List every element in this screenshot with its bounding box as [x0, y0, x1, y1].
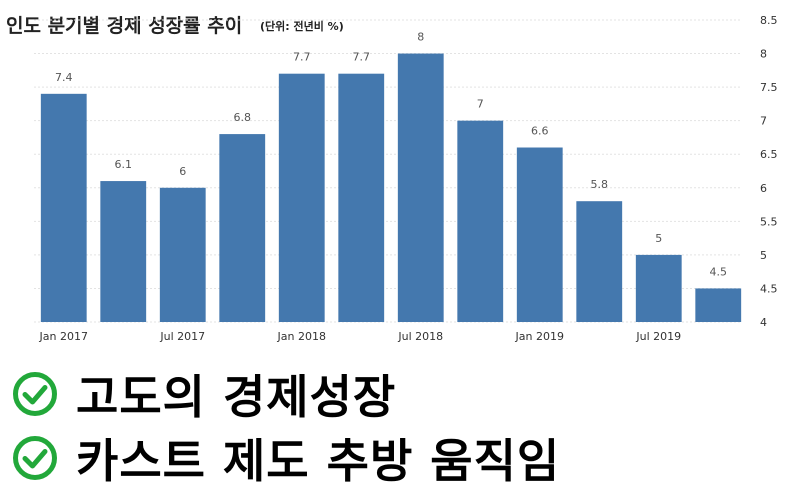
bar: [100, 181, 147, 322]
y-tick-label: 4: [760, 316, 767, 329]
bar: [219, 134, 266, 322]
y-tick-label: 5.5: [760, 215, 778, 228]
bullet-text: 카스트 제도 추방 움직임: [76, 434, 561, 488]
data-label: 7.7: [293, 51, 311, 64]
x-tick-label: Jan 2017: [39, 330, 88, 343]
data-label: 6: [179, 165, 186, 178]
bullet-item-caste: 카스트 제도 추방 움직임: [12, 426, 792, 490]
data-label: 5: [655, 232, 662, 245]
chart-subtitle: (단위: 전년비 %): [260, 19, 344, 33]
data-label: 7.7: [353, 51, 371, 64]
bar: [576, 201, 623, 322]
y-tick-label: 6: [760, 182, 767, 195]
x-tick-label: Jul 2019: [635, 330, 681, 343]
y-tick-label: 5: [760, 249, 767, 262]
data-label: 7: [477, 98, 484, 111]
bar: [159, 187, 206, 322]
y-tick-label: 7: [760, 115, 767, 128]
data-label: 6.6: [531, 125, 549, 138]
bar: [635, 254, 682, 322]
bar: [278, 73, 325, 322]
bar: [516, 147, 563, 322]
chart-title: 인도 분기별 경제 성장률 추이: [6, 15, 242, 37]
bar: [695, 288, 742, 322]
growth-chart: 인도 분기별 경제 성장률 추이 (단위: 전년비 %) 7.4 6.1 6 6.8 7…: [6, 14, 778, 343]
y-tick-label: 8: [760, 48, 767, 61]
bar: [457, 120, 504, 323]
data-label: 8: [417, 31, 424, 44]
bar: [338, 73, 385, 322]
bullet-list: 고도의 경제성장 카스트 제도 추방 움직임: [12, 362, 792, 490]
data-label: 5.8: [591, 178, 609, 191]
data-label: 4.5: [710, 265, 728, 278]
x-tick-label: Jan 2019: [515, 330, 564, 343]
y-tick-label: 7.5: [760, 81, 778, 94]
bar: [40, 93, 87, 322]
x-tick-label: Jan 2018: [277, 330, 326, 343]
y-tick-label: 6.5: [760, 148, 778, 161]
x-tick-label: Jul 2017: [159, 330, 205, 343]
data-label: 6.8: [234, 111, 252, 124]
check-circle-icon: [13, 372, 57, 416]
bullet-text: 고도의 경제성장: [76, 370, 397, 424]
bullet-item-growth: 고도의 경제성장: [12, 362, 792, 426]
data-label: 7.4: [55, 71, 73, 84]
x-tick-label: Jul 2018: [397, 330, 443, 343]
data-label: 6.1: [115, 158, 133, 171]
y-tick-label: 8.5: [760, 14, 778, 27]
bar: [397, 53, 444, 323]
y-tick-label: 4.5: [760, 282, 778, 295]
check-circle-icon: [13, 436, 57, 480]
bar-chart-svg: 인도 분기별 경제 성장률 추이 (단위: 전년비 %) 7.4 6.1 6 6.8 7…: [6, 14, 778, 343]
